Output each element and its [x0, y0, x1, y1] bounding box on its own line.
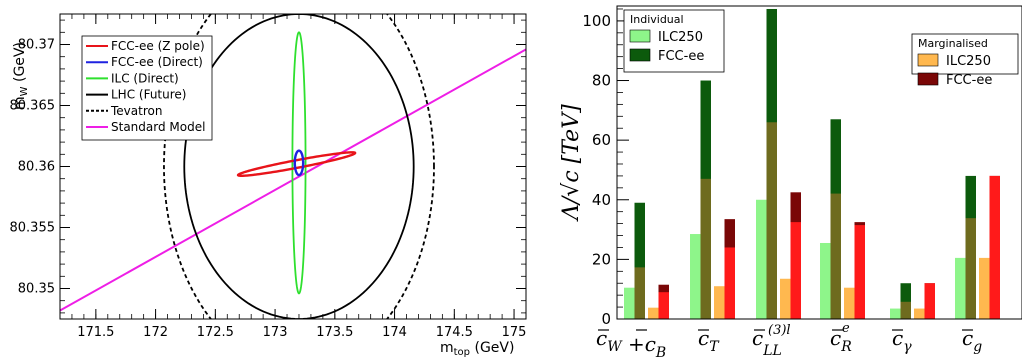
legend-label: ILC250 — [658, 30, 703, 45]
y-axis-label: mW (GeV) — [12, 42, 30, 110]
y-axis-label-right: Λ/√c [TeV] — [559, 104, 584, 222]
bar-individual-fcc-overlap — [900, 301, 911, 319]
x-axis-label: mtop (GeV) — [440, 340, 514, 358]
category-label: cg — [962, 326, 982, 355]
legend-label: LHC (Future) — [111, 88, 186, 102]
x-tick-label: 174.5 — [436, 325, 473, 340]
y-tick-label: 0 — [601, 310, 611, 328]
bar-marginalised-fcc-overlap — [790, 222, 801, 319]
x-tick-label: 171.5 — [77, 325, 114, 340]
ellipse-ilc-direct- — [291, 31, 307, 295]
category-label: cT — [698, 326, 720, 355]
bar-marginalised-ilc — [914, 308, 925, 319]
x-tick-label: 174 — [382, 325, 407, 340]
axes-right: 0 20 40 60 80 100 — [582, 8, 629, 328]
legend-swatch — [917, 53, 939, 67]
legend-label: FCC-ee (Z pole) — [111, 39, 205, 53]
legend-label: FCC-ee (Direct) — [111, 55, 203, 69]
category-superscript: (3)l — [768, 323, 791, 338]
y-tick-label: 80.355 — [10, 221, 56, 236]
bar-individual-ilc — [690, 234, 701, 319]
bars — [624, 8, 1000, 320]
y-tick-label: 20 — [592, 250, 611, 268]
bar-individual-fcc-overlap — [830, 193, 841, 319]
bar-marginalised-ilc — [979, 257, 990, 319]
bar-individual-ilc — [820, 242, 831, 319]
x-tick-label: 173 — [263, 325, 288, 340]
left-chart: 171.5 172 172.5 173 173.5 174 174.5 175 80.35 80.… — [10, 13, 527, 358]
ellipse-fcc-ee-direct- — [293, 149, 305, 177]
bar-individual-ilc — [624, 287, 635, 319]
bar-marginalised-fcc-overlap — [854, 225, 865, 319]
bar-individual-ilc — [890, 308, 901, 319]
category-label: cW +cB — [596, 326, 666, 361]
bar-individual-fcc — [634, 202, 645, 319]
x-tick-label: 172.5 — [197, 325, 234, 340]
category-labels: cW +cB cT cLL cR cγ cg (3)l e — [596, 321, 982, 361]
bar-individual-fcc — [900, 283, 911, 319]
bar-marginalised-ilc — [714, 286, 725, 319]
category-superscript: e — [842, 321, 850, 336]
bar-marginalised-fcc-overlap — [989, 175, 1000, 319]
y-tick-label: 100 — [582, 12, 611, 30]
legend-swatch — [917, 72, 939, 86]
plot-frame-right — [616, 5, 1022, 320]
ellipse-lhc-future- — [183, 14, 415, 319]
bar-marginalised-ilc — [844, 287, 855, 319]
ellipse-fcc-ee-z-pole- — [236, 151, 357, 177]
x-tick-label: 173.5 — [316, 325, 353, 340]
x-tick-label: 175 — [502, 325, 527, 340]
bar-individual-ilc — [955, 257, 966, 319]
y-tick-label: 80 — [592, 72, 611, 90]
legend-right: Individual ILC250 FCC-ee Marginalised ILC250… — [623, 9, 1019, 88]
legend-label: Standard Model — [111, 120, 205, 134]
category-label: cLL — [752, 326, 782, 359]
bar-individual-fcc-overlap — [700, 178, 711, 319]
y-tick-label: 40 — [592, 191, 611, 209]
legend-label: ILC250 — [946, 54, 991, 69]
x-tick-label: 172 — [143, 325, 168, 340]
y-tick-label: 80.365 — [10, 99, 56, 114]
legend-label: FCC-ee — [946, 73, 992, 88]
bar-marginalised-fcc-overlap — [724, 247, 735, 319]
y-tick-label: 80.35 — [18, 282, 55, 297]
legend-swatch — [629, 29, 651, 43]
bar-individual-ilc — [756, 199, 767, 319]
legend-title: Individual — [630, 13, 684, 26]
legend-swatch — [629, 48, 651, 62]
axes: 171.5 172 172.5 173 173.5 174 174.5 175 80.35 80.… — [10, 14, 527, 340]
contour-curves — [60, 14, 526, 319]
category-label: cγ — [892, 326, 912, 355]
bar-marginalised-ilc — [780, 278, 791, 319]
category-label: cR — [830, 326, 852, 355]
bar-individual-fcc-overlap — [766, 122, 777, 319]
legend-box — [81, 35, 213, 141]
y-tick-label: 60 — [592, 131, 611, 149]
bar-individual-fcc-overlap — [634, 267, 645, 319]
bar-individual-fcc-overlap — [965, 218, 976, 319]
y-tick-label: 80.36 — [18, 160, 55, 175]
legend: FCC-ee (Z pole) FCC-ee (Direct) ILC (Direc… — [81, 35, 213, 141]
legend-title: Marginalised — [918, 37, 988, 50]
bar-marginalised-fcc-overlap — [924, 283, 935, 319]
legend-label: Tevatron — [110, 104, 162, 118]
legend-label: FCC-ee — [658, 49, 704, 64]
bar-marginalised-fcc-overlap — [658, 292, 669, 319]
bar-marginalised-ilc — [648, 307, 659, 319]
ellipse-tevatron — [163, 14, 435, 319]
y-tick-label: 80.37 — [18, 38, 55, 53]
legend-label: ILC (Direct) — [111, 71, 179, 85]
